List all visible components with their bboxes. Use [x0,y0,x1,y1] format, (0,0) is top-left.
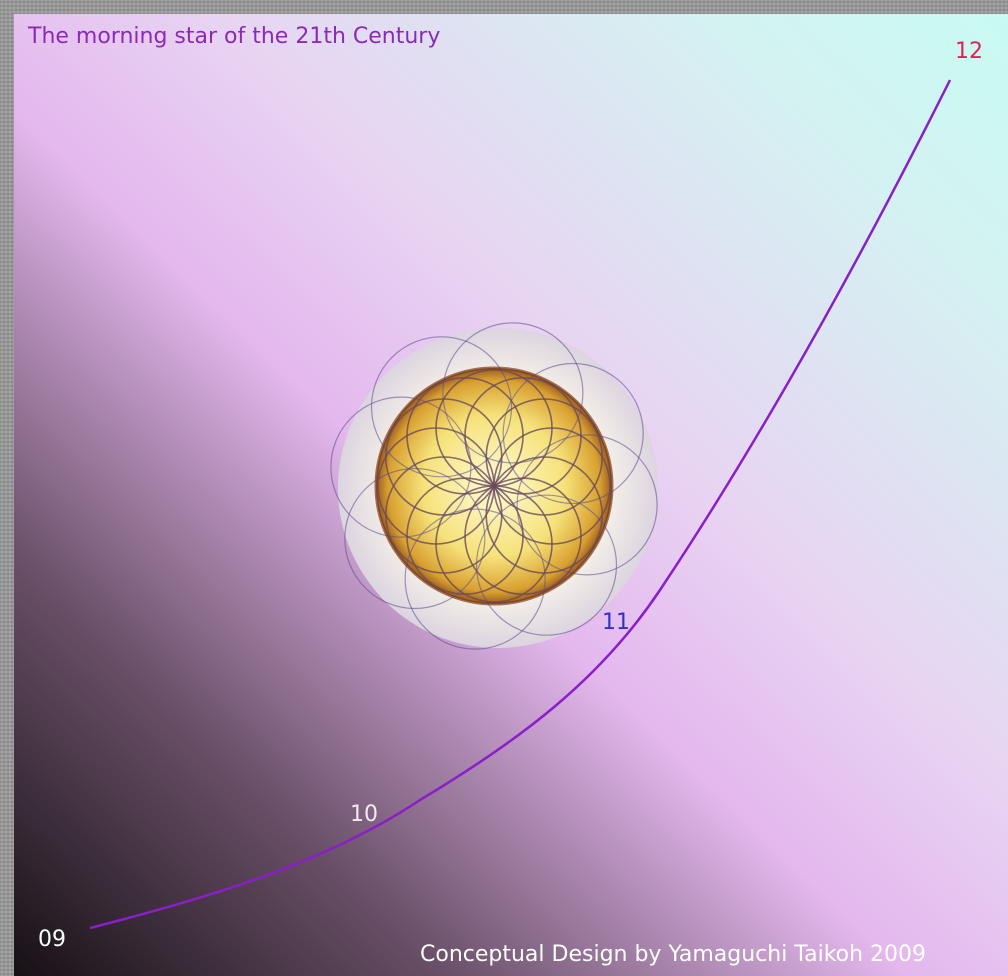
label: 12 [955,39,983,64]
title: The morning star of the 21th Century [27,24,440,49]
label: 11 [602,610,630,635]
label: 10 [350,802,378,827]
label: 09 [38,927,66,952]
artwork: The morning star of the 21th Century 09 … [0,0,1008,976]
page: The morning star of the 21th Century 09 … [0,0,1008,976]
credit: Conceptual Design by Yamaguchi Taikoh 20… [420,942,926,967]
